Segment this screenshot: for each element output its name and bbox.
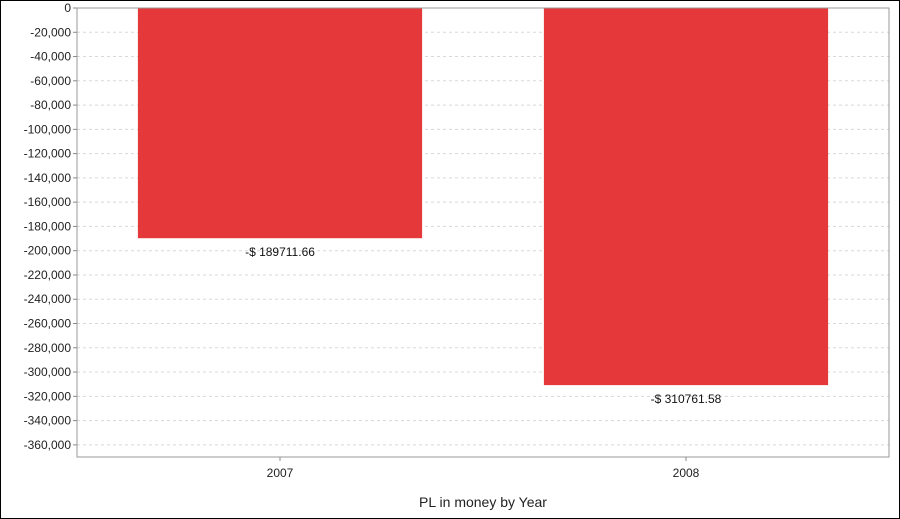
y-tick-label: -280,000 bbox=[24, 341, 72, 355]
y-tick-label: -240,000 bbox=[24, 292, 72, 306]
plot-area bbox=[76, 7, 890, 458]
y-tick-label: -180,000 bbox=[24, 219, 72, 233]
bars bbox=[137, 8, 829, 386]
y-tick-label: -220,000 bbox=[24, 268, 72, 282]
y-tick-label: -120,000 bbox=[24, 147, 72, 161]
x-axis: 2007 2008 bbox=[267, 457, 700, 480]
bar bbox=[543, 8, 829, 386]
y-tick-label: -20,000 bbox=[30, 25, 71, 39]
y-tick-label: -340,000 bbox=[24, 414, 72, 428]
y-tick-label: 0 bbox=[64, 1, 71, 15]
bar-data-label: -$ 310761.58 bbox=[651, 392, 722, 406]
y-tick-label: -160,000 bbox=[24, 195, 72, 209]
x-axis-title: PL in money by Year bbox=[419, 494, 547, 510]
bar-data-label: -$ 189711.66 bbox=[245, 245, 315, 259]
y-axis: 0 -20,000 -40,000 -60,000 -80,000 -100,000 -12… bbox=[24, 1, 77, 452]
y-tick-label: -260,000 bbox=[24, 317, 72, 331]
y-tick-label: -100,000 bbox=[24, 122, 72, 136]
bar bbox=[137, 8, 423, 239]
y-tick-label: -60,000 bbox=[30, 74, 71, 88]
y-tick-label: -80,000 bbox=[30, 98, 71, 112]
data-labels: -$ 189711.66 -$ 310761.58 bbox=[245, 245, 722, 406]
x-tick-label: 2008 bbox=[673, 466, 700, 480]
y-tick-label: -360,000 bbox=[24, 438, 72, 452]
y-tick-label: -320,000 bbox=[24, 389, 72, 403]
y-tick-label: -200,000 bbox=[24, 244, 72, 258]
y-tick-label: -300,000 bbox=[24, 365, 72, 379]
x-tick-label: 2007 bbox=[267, 466, 294, 480]
y-tick-label: -40,000 bbox=[30, 50, 71, 64]
y-tick-label: -140,000 bbox=[24, 171, 72, 185]
